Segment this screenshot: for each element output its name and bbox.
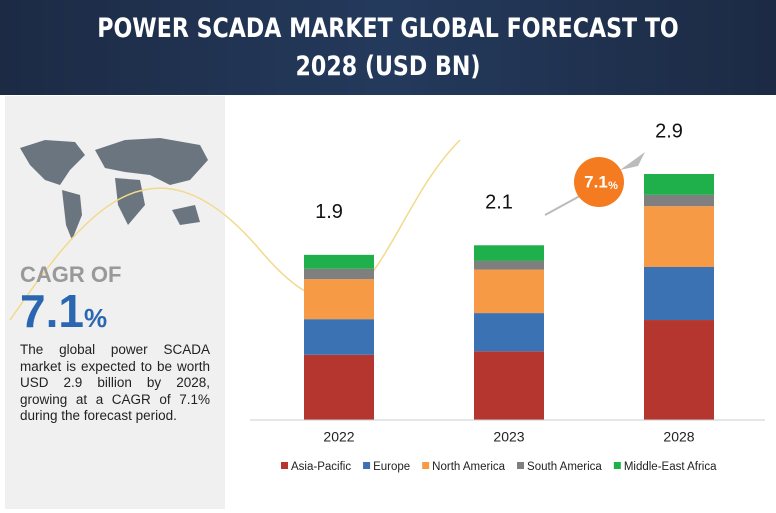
legend-swatch bbox=[281, 462, 288, 469]
cagr-badge-unit: % bbox=[608, 180, 618, 192]
total-label: 1.9 bbox=[315, 201, 343, 223]
header bbox=[0, 0, 776, 95]
bar-segment bbox=[644, 206, 714, 268]
bar-segment bbox=[644, 320, 714, 420]
bar-segment bbox=[644, 267, 714, 321]
bar-segment bbox=[474, 351, 544, 420]
cagr-unit: % bbox=[83, 303, 108, 333]
legend-swatch bbox=[613, 462, 621, 469]
bar-segment bbox=[304, 319, 374, 355]
bar-segment bbox=[474, 269, 544, 314]
bar-segment bbox=[304, 279, 374, 320]
legend-label: Asia-Pacific bbox=[291, 461, 351, 473]
bar-segment bbox=[644, 174, 714, 195]
total-label: 2.9 bbox=[655, 120, 683, 142]
x-tick-label: 2023 bbox=[493, 429, 524, 445]
bar-segment bbox=[474, 313, 544, 352]
trend-arrow-head bbox=[620, 152, 645, 170]
decor-curve bbox=[9, 139, 461, 321]
bar-segment bbox=[474, 245, 544, 261]
bar-segment bbox=[644, 194, 714, 207]
legend-swatch bbox=[422, 462, 430, 469]
x-tick-label: 2022 bbox=[323, 429, 354, 445]
legend-swatch bbox=[363, 462, 371, 469]
total-label: 2.1 bbox=[485, 192, 513, 214]
chart-title: POWER SCADA MARKET GLOBAL FORECAST TO 20… bbox=[97, 13, 679, 82]
bar-segment bbox=[304, 268, 374, 280]
description: The global power SCADA market is expecte… bbox=[20, 342, 210, 423]
bar-segment bbox=[304, 254, 374, 269]
cagr-badge-value: 7.1 bbox=[584, 172, 608, 191]
legend-label: North America bbox=[432, 461, 505, 473]
x-tick-label: 2028 bbox=[663, 429, 694, 445]
legend-swatch bbox=[517, 462, 525, 469]
bar-segment bbox=[304, 354, 374, 420]
cagr-number: 7.1 bbox=[20, 285, 84, 337]
legend-label: Europe bbox=[373, 461, 410, 473]
legend-label: Middle-East Africa bbox=[624, 461, 717, 473]
cagr-label: CAGR OF bbox=[20, 262, 122, 287]
cagr-value: 7.1% bbox=[20, 284, 107, 338]
cagr-badge bbox=[574, 157, 624, 207]
bar-segment bbox=[474, 260, 544, 270]
world-map bbox=[20, 138, 208, 240]
legend-label: South America bbox=[527, 461, 602, 473]
